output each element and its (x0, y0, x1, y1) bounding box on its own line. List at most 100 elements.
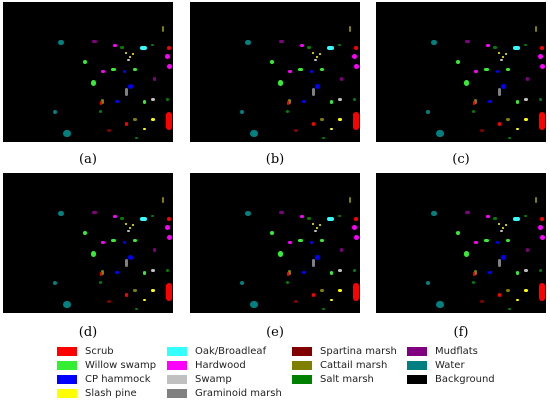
class-region-cp-hammock (310, 70, 313, 73)
class-region-scrub (125, 293, 128, 297)
class-region-willow-swamp (143, 100, 146, 104)
class-region-cp-hammock (488, 100, 492, 103)
class-region-cattail-marsh (349, 26, 351, 32)
class-region-cp-hammock (302, 100, 306, 103)
class-region-willow-swamp (330, 100, 333, 104)
class-region-scrub (473, 272, 475, 276)
legend-label: Background (435, 373, 495, 385)
classification-map-b (190, 2, 360, 142)
class-region-scrub (539, 112, 545, 130)
class-region-slash-pine (132, 224, 134, 226)
legend-label: Mudflats (435, 345, 478, 357)
class-region-willow-swamp (270, 60, 274, 64)
class-region-swamp (151, 269, 155, 272)
class-region-hardwood (101, 70, 105, 73)
class-region-swamp (500, 59, 503, 61)
legend-swatch (292, 360, 312, 370)
class-region-willow-swamp (111, 68, 116, 71)
panel-label-e: (e) (266, 325, 284, 340)
class-region-salt-marsh (472, 281, 475, 284)
class-region-hardwood (354, 235, 359, 240)
class-region-scrub (167, 46, 171, 50)
class-region-slash-pine (502, 56, 504, 58)
legend-item-scrub: Scrub (57, 345, 114, 357)
class-region-scrub (540, 217, 544, 221)
legend-item-willow-swamp: Willow swamp (57, 359, 156, 371)
class-region-cp-hammock (496, 70, 499, 73)
class-region-mudflats (340, 77, 343, 81)
class-region-graminoid-marsh (312, 88, 315, 96)
class-region-salt-marsh (539, 269, 542, 272)
class-region-hardwood (538, 54, 543, 59)
legend-label: Water (435, 359, 465, 371)
class-region-cattail-marsh (506, 289, 510, 292)
class-region-oak-broadleaf (513, 46, 520, 50)
legend-item-cattail-marsh: Cattail marsh (292, 359, 387, 371)
class-region-willow-swamp (464, 80, 469, 86)
legend-swatch (407, 360, 427, 370)
class-region-slash-pine (312, 52, 314, 54)
classification-map-a (3, 2, 173, 142)
map-blobs (426, 26, 545, 139)
class-region-willow-swamp (516, 271, 519, 275)
class-region-willow-swamp (320, 68, 324, 71)
panel-label-b: (b) (265, 152, 285, 167)
class-region-scrub (100, 101, 102, 105)
class-region-cp-hammock (501, 255, 506, 260)
legend-label: Scrub (85, 345, 114, 357)
class-region-oak-broadleaf (140, 46, 147, 50)
class-region-spartina-marsh (480, 129, 484, 132)
class-region-water (53, 110, 57, 114)
class-region-scrub (498, 293, 501, 297)
class-region-hardwood (113, 44, 117, 47)
class-region-spartina-marsh (480, 300, 484, 303)
class-region-salt-marsh (166, 98, 169, 101)
class-region-salt-marsh (493, 46, 497, 49)
class-region-cattail-marsh (133, 118, 137, 121)
legend-item-spartina-marsh: Spartina marsh (292, 345, 397, 357)
class-region-willow-swamp (270, 231, 274, 235)
class-region-salt-marsh (338, 44, 341, 46)
legend-swatch (57, 374, 77, 384)
class-region-salt-marsh (135, 137, 138, 139)
class-region-willow-swamp (83, 60, 87, 64)
class-region-water (436, 130, 444, 137)
class-region-hardwood (354, 64, 359, 69)
class-region-hardwood (538, 225, 543, 230)
class-region-slash-pine (330, 128, 333, 130)
class-region-slash-pine (312, 223, 314, 225)
class-region-cp-hammock (315, 84, 320, 89)
class-region-willow-swamp (456, 231, 460, 235)
class-region-willow-swamp (506, 68, 510, 71)
class-region-scrub (353, 112, 359, 130)
class-region-slash-pine (505, 53, 507, 55)
class-region-hardwood (113, 215, 117, 218)
class-region-hardwood (540, 235, 545, 240)
class-region-scrub (540, 46, 544, 50)
class-region-salt-marsh (286, 110, 289, 113)
class-region-slash-pine (143, 299, 146, 301)
legend-item-salt-marsh: Salt marsh (292, 373, 374, 385)
class-region-salt-marsh (307, 46, 311, 49)
class-region-cp-hammock (115, 271, 119, 274)
class-region-mudflats (279, 40, 284, 43)
class-region-scrub (473, 101, 475, 105)
class-region-hardwood (300, 215, 304, 218)
class-region-salt-marsh (135, 308, 138, 310)
class-region-hardwood (300, 44, 304, 47)
legend-item-background: Background (407, 373, 495, 385)
class-region-water (240, 281, 244, 285)
class-region-willow-swamp (330, 271, 333, 275)
class-region-willow-swamp (83, 231, 87, 235)
legend-item-hardwood: Hardwood (167, 359, 246, 371)
class-region-swamp (314, 59, 317, 61)
class-region-graminoid-marsh (498, 259, 501, 267)
map-blobs (240, 197, 359, 310)
class-region-oak-broadleaf (327, 46, 334, 50)
class-region-slash-pine (516, 128, 519, 130)
class-region-willow-swamp (133, 239, 137, 242)
class-region-slash-pine (143, 128, 146, 130)
class-region-swamp (500, 230, 503, 232)
class-region-oak-broadleaf (513, 217, 520, 221)
legend-label: CP hammock (85, 373, 151, 385)
